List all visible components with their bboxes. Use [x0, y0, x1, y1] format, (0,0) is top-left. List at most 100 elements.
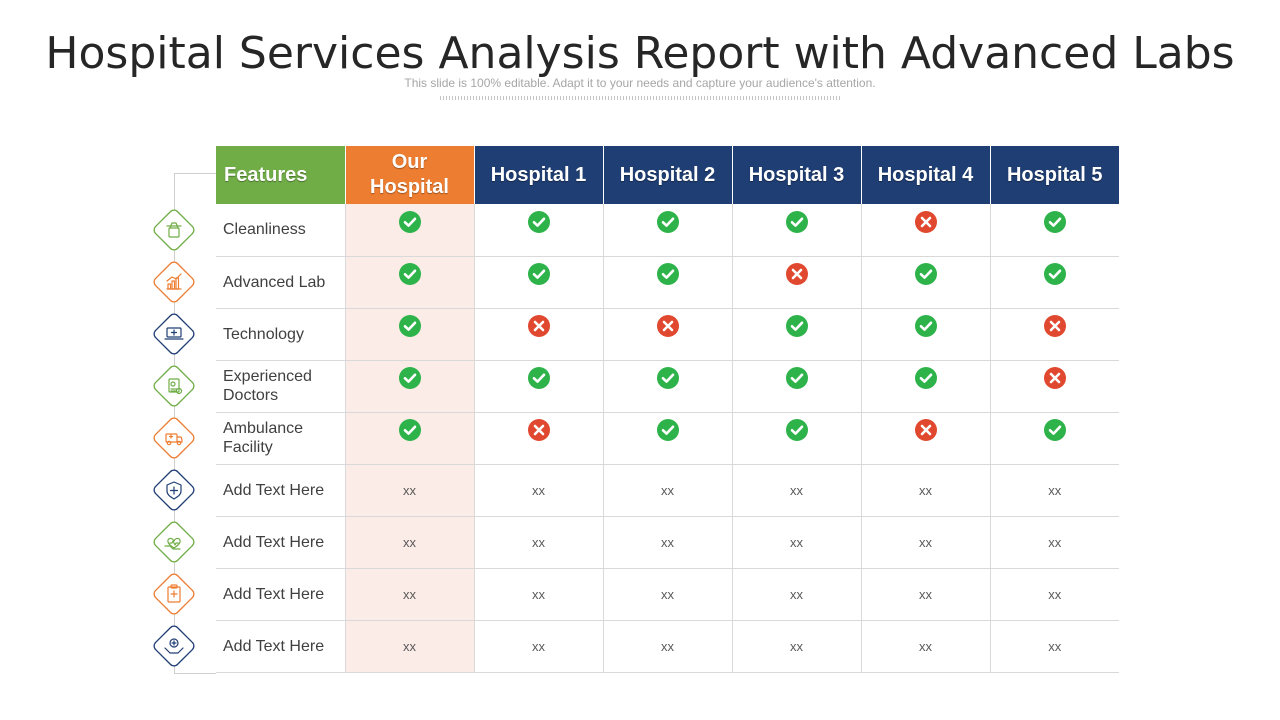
check-icon	[785, 367, 808, 389]
feature-label: Add Text Here	[216, 568, 346, 621]
cross-mark-cell	[990, 308, 1119, 361]
check-icon	[398, 315, 421, 337]
placeholder-value: xx	[919, 482, 932, 498]
cross-mark-cell	[474, 308, 604, 361]
table-row: Add Text Here xx xx xx xx xx xx	[216, 620, 1119, 673]
placeholder-cell: xx	[603, 516, 733, 569]
check-mark-cell	[861, 360, 991, 413]
feature-label: Experienced Doctors	[216, 360, 346, 413]
placeholder-cell: xx	[732, 620, 862, 673]
placeholder-value: xx	[532, 638, 545, 654]
check-mark-cell	[474, 256, 604, 309]
placeholder-value: xx	[661, 482, 674, 498]
header-features: Features	[216, 146, 346, 204]
placeholder-cell: xx	[345, 568, 475, 621]
placeholder-cell: xx	[345, 620, 475, 673]
header-hospital-3: Hospital 3	[732, 146, 862, 204]
placeholder-value: xx	[403, 534, 416, 550]
check-icon	[914, 315, 937, 337]
check-icon	[914, 263, 937, 285]
placeholder-cell: xx	[603, 620, 733, 673]
placeholder-value: xx	[919, 638, 932, 654]
check-icon	[656, 419, 679, 441]
cross-icon	[1043, 315, 1066, 337]
table-row: Add Text Here xx xx xx xx xx xx	[216, 516, 1119, 569]
check-icon	[656, 367, 679, 389]
placeholder-value: xx	[919, 586, 932, 602]
check-icon	[1043, 210, 1066, 233]
check-mark-cell	[732, 360, 862, 413]
check-icon	[398, 210, 421, 233]
placeholder-value: xx	[403, 638, 416, 654]
check-icon	[398, 263, 421, 285]
check-mark-cell	[861, 256, 991, 309]
subtitle-divider	[440, 96, 840, 100]
placeholder-value: xx	[661, 534, 674, 550]
table-row: Ambulance Facility	[216, 412, 1119, 465]
heart-hand-icon	[152, 520, 196, 564]
placeholder-value: xx	[1048, 482, 1062, 498]
check-icon	[527, 263, 550, 285]
placeholder-cell: xx	[474, 464, 604, 517]
feature-label: Advanced Lab	[216, 256, 346, 309]
feature-label: Add Text Here	[216, 464, 346, 517]
placeholder-value: xx	[919, 534, 932, 550]
header-hospital-2: Hospital 2	[603, 146, 733, 204]
table-row: Cleanliness	[216, 204, 1119, 257]
cross-mark-cell	[861, 204, 991, 257]
cross-icon	[527, 419, 550, 441]
check-mark-cell	[861, 308, 991, 361]
placeholder-cell: xx	[861, 516, 991, 569]
laptop-medical-icon	[152, 312, 196, 356]
icon-connector-top	[174, 173, 216, 174]
placeholder-cell: xx	[603, 568, 733, 621]
placeholder-cell: xx	[474, 568, 604, 621]
feature-label: Cleanliness	[216, 204, 346, 257]
placeholder-value: xx	[790, 586, 803, 602]
check-mark-cell	[345, 256, 475, 309]
check-mark-cell	[732, 204, 862, 257]
check-mark-cell	[345, 360, 475, 413]
check-icon	[1043, 419, 1066, 441]
cross-icon	[914, 210, 937, 233]
clipboard-medical-icon	[152, 572, 196, 616]
placeholder-cell: xx	[732, 516, 862, 569]
placeholder-cell: xx	[990, 568, 1119, 621]
placeholder-cell: xx	[474, 620, 604, 673]
cross-mark-cell	[861, 412, 991, 465]
placeholder-value: xx	[532, 534, 545, 550]
cross-icon	[785, 263, 808, 285]
check-icon	[398, 367, 421, 389]
placeholder-cell: xx	[861, 464, 991, 517]
icon-connector-bottom	[174, 673, 216, 674]
placeholder-cell: xx	[732, 464, 862, 517]
placeholder-cell: xx	[345, 464, 475, 517]
check-mark-cell	[474, 360, 604, 413]
cross-mark-cell	[603, 308, 733, 361]
placeholder-value: xx	[1048, 586, 1062, 602]
doctor-certificate-icon	[152, 364, 196, 408]
page-title: Hospital Services Analysis Report with A…	[45, 28, 1235, 79]
check-mark-cell	[732, 412, 862, 465]
placeholder-cell: xx	[990, 464, 1119, 517]
placeholder-value: xx	[403, 482, 416, 498]
placeholder-value: xx	[532, 586, 545, 602]
placeholder-cell: xx	[603, 464, 733, 517]
check-icon	[398, 419, 421, 441]
placeholder-value: xx	[661, 586, 674, 602]
check-icon	[527, 210, 550, 233]
check-icon	[785, 210, 808, 233]
cross-mark-cell	[990, 360, 1119, 413]
placeholder-cell: xx	[990, 516, 1119, 569]
cross-icon	[914, 419, 937, 441]
check-mark-cell	[345, 412, 475, 465]
placeholder-cell: xx	[990, 620, 1119, 673]
check-mark-cell	[603, 204, 733, 257]
header-our-hospital: Our Hospital	[345, 146, 475, 204]
check-icon	[656, 263, 679, 285]
feature-label: Add Text Here	[216, 620, 346, 673]
placeholder-value: xx	[790, 482, 803, 498]
check-icon	[914, 367, 937, 389]
placeholder-cell: xx	[861, 568, 991, 621]
check-icon	[656, 210, 679, 233]
